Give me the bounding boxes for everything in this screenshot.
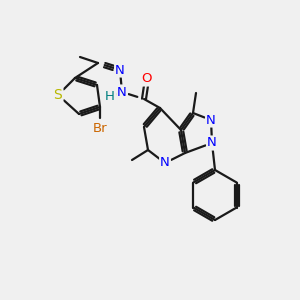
Text: S: S [54,88,62,102]
Text: H: H [105,91,115,103]
Text: N: N [117,85,127,98]
Text: N: N [207,136,217,149]
Text: N: N [206,113,216,127]
Text: N: N [160,157,170,169]
Text: N: N [115,64,125,76]
Text: Br: Br [93,122,107,134]
Text: O: O [142,73,152,85]
